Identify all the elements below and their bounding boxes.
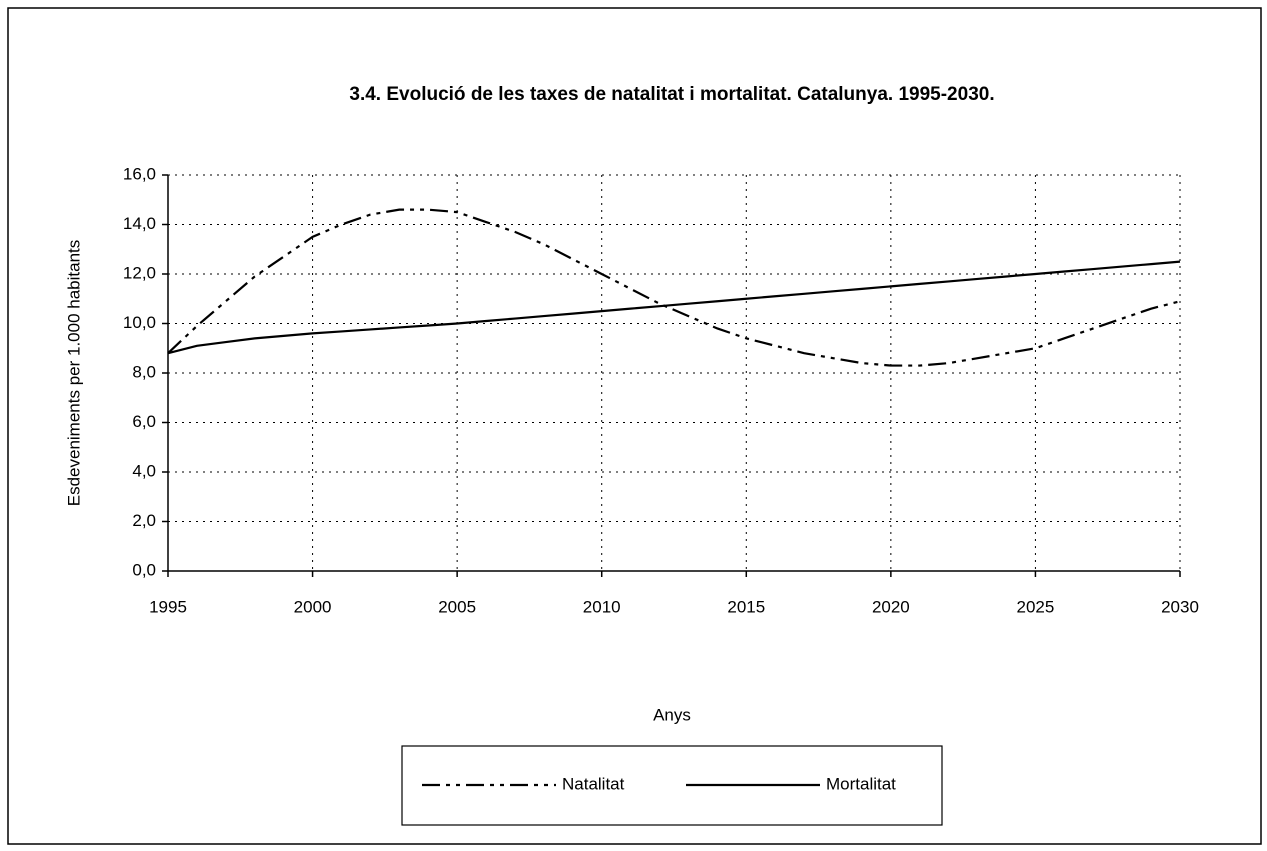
y-tick-label: 10,0 (123, 313, 156, 332)
chart-title: 3.4. Evolució de les taxes de natalitat … (349, 84, 994, 105)
x-tick-label: 1995 (149, 597, 187, 616)
x-tick-label: 2025 (1017, 597, 1055, 616)
x-tick-label: 2010 (583, 597, 621, 616)
x-tick-label: 2015 (727, 597, 765, 616)
line-series (167, 260, 1181, 355)
y-tick-label: 14,0 (123, 214, 156, 233)
legend-label: Mortalitat (826, 774, 896, 793)
x-tick-label: 2005 (438, 597, 476, 616)
y-tick-label: 12,0 (123, 263, 156, 282)
y-tick-label: 8,0 (132, 362, 156, 381)
x-tick-label: 2030 (1161, 597, 1199, 616)
frame (7, 7, 1262, 845)
y-tick-label: 16,0 (123, 164, 156, 183)
line-series (167, 208, 1181, 367)
y-tick-label: 0,0 (132, 560, 156, 579)
y-tick-label: 2,0 (132, 511, 156, 530)
x-tick-label: 2020 (872, 597, 910, 616)
y-axis-label: Esdeveniments per 1.000 habitants (64, 240, 83, 507)
x-axis-label: Anys (653, 705, 691, 724)
legend-label: Natalitat (562, 774, 625, 793)
y-tick-label: 6,0 (132, 412, 156, 431)
y-tick-label: 4,0 (132, 461, 156, 480)
x-tick-label: 2000 (294, 597, 332, 616)
